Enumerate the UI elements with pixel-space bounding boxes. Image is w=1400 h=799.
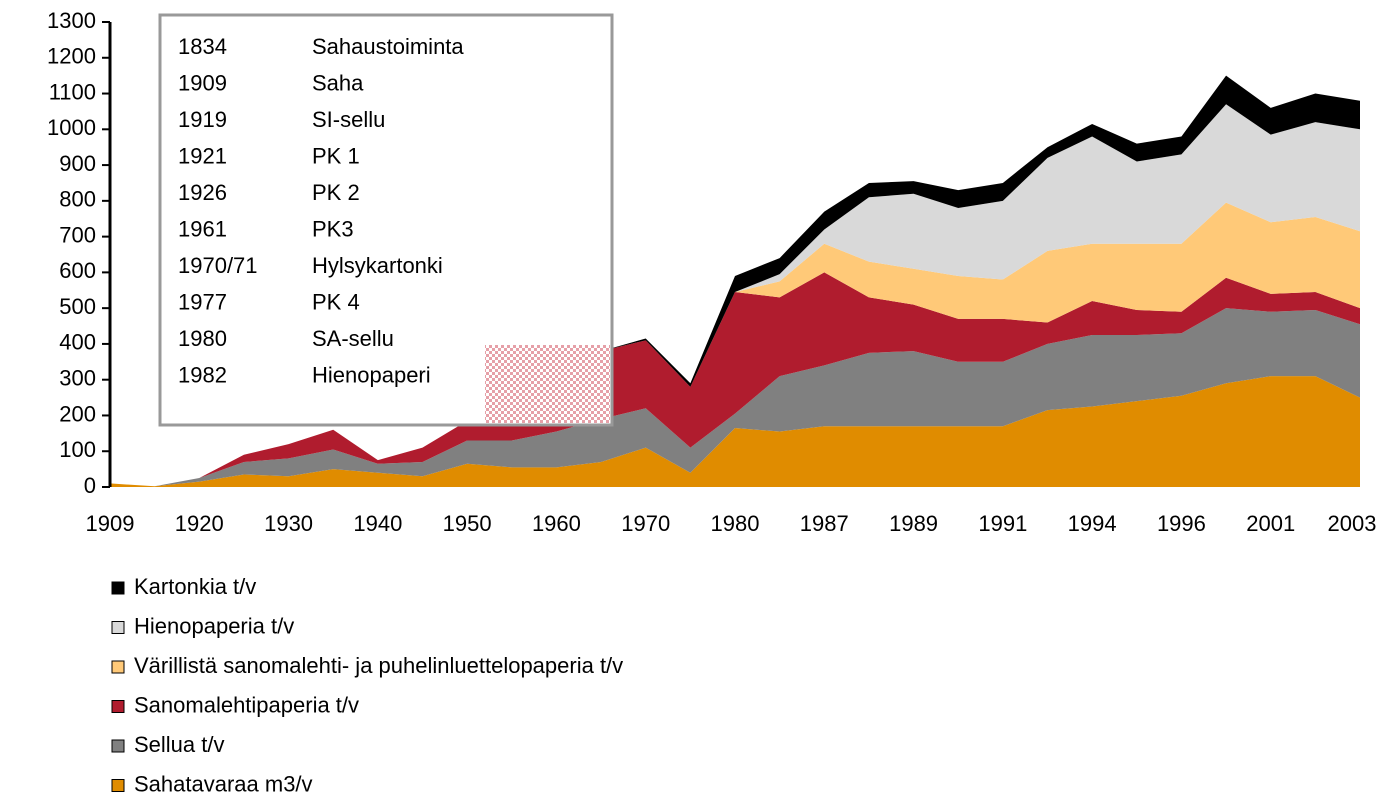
- y-tick-label: 500: [59, 294, 96, 319]
- y-tick-label: 800: [59, 187, 96, 212]
- x-tick-label: 1991: [978, 511, 1027, 536]
- annotation-year: 1926: [178, 180, 227, 205]
- annotation-name: Hienopaperi: [312, 362, 431, 387]
- annotation-name: PK 1: [312, 143, 360, 168]
- area: [110, 308, 1360, 487]
- y-tick-label: 400: [59, 330, 96, 355]
- annotation-name: SA-sellu: [312, 326, 394, 351]
- y-tick-label: 1100: [49, 79, 96, 104]
- annotation-year: 1977: [178, 289, 227, 314]
- y-tick-label: 300: [59, 366, 96, 391]
- annotation-year: 1921: [178, 143, 227, 168]
- x-tick-label: 1970: [621, 511, 670, 536]
- x-tick-label: 1930: [264, 511, 313, 536]
- x-tick-label: 1994: [1068, 511, 1117, 536]
- y-tick-label: 100: [59, 437, 96, 462]
- annotation-year: 1834: [178, 34, 227, 59]
- legend-swatch: [111, 660, 125, 674]
- hatch: [485, 345, 610, 423]
- x-tick-label: 1989: [889, 511, 938, 536]
- annotation-name: Hylsykartonki: [312, 253, 443, 278]
- x-tick-label: 2003: [1328, 511, 1377, 536]
- legend-swatch: [111, 621, 125, 634]
- annotation-name: PK 4: [312, 289, 360, 314]
- annotation-year: 1909: [178, 70, 227, 95]
- x-tick-label: 1996: [1157, 511, 1206, 536]
- y-tick-label: 1200: [47, 44, 96, 69]
- annotation-name: SI-sellu: [312, 107, 385, 132]
- area: [110, 202, 1360, 487]
- y-tick-label: 1300: [47, 8, 96, 33]
- annotation-year: 1970/71: [178, 253, 258, 278]
- area: [110, 75, 1360, 487]
- y-tick-label: 0: [84, 473, 96, 498]
- legend-label: Sanomalehtipaperia t/v: [134, 692, 359, 717]
- x-tick-label: 1980: [711, 511, 760, 536]
- area: [110, 104, 1360, 487]
- annotation-year: 1919: [178, 107, 227, 132]
- annotation-name: PK 2: [312, 180, 360, 205]
- annotation-year: 1982: [178, 362, 227, 387]
- y-tick-label: 200: [59, 401, 96, 426]
- x-tick-label: 2001: [1246, 511, 1295, 536]
- legend-label: Värillistä sanomalehti- ja puhelinluette…: [134, 653, 623, 678]
- x-tick-label: 1940: [353, 511, 402, 536]
- legend-swatch: [111, 581, 125, 595]
- area: [110, 376, 1360, 487]
- y-tick-label: 1000: [47, 115, 96, 140]
- annotation-year: 1961: [178, 216, 227, 241]
- y-tick-label: 700: [59, 222, 96, 247]
- legend-swatch: [111, 700, 125, 713]
- annotation-year: 1980: [178, 326, 227, 351]
- x-tick-label: 1920: [175, 511, 224, 536]
- x-tick-label: 1950: [443, 511, 492, 536]
- legend-swatch: [111, 779, 125, 792]
- legend-label: Kartonkia t/v: [134, 574, 256, 599]
- legend-label: Hienopaperia t/v: [134, 613, 294, 638]
- annotation-name: Saha: [312, 70, 364, 95]
- annotation-name: PK3: [312, 216, 354, 241]
- area: [110, 272, 1360, 487]
- x-tick-label: 1909: [86, 511, 135, 536]
- x-tick-label: 1960: [532, 511, 581, 536]
- x-tick-label: 1987: [800, 511, 849, 536]
- legend-label: Sellua t/v: [134, 732, 225, 757]
- legend-label: Sahatavaraa m3/v: [134, 771, 313, 796]
- y-tick-label: 900: [59, 151, 96, 176]
- legend-swatch: [111, 739, 125, 753]
- annotation-name: Sahaustoiminta: [312, 34, 464, 59]
- y-tick-label: 600: [59, 258, 96, 283]
